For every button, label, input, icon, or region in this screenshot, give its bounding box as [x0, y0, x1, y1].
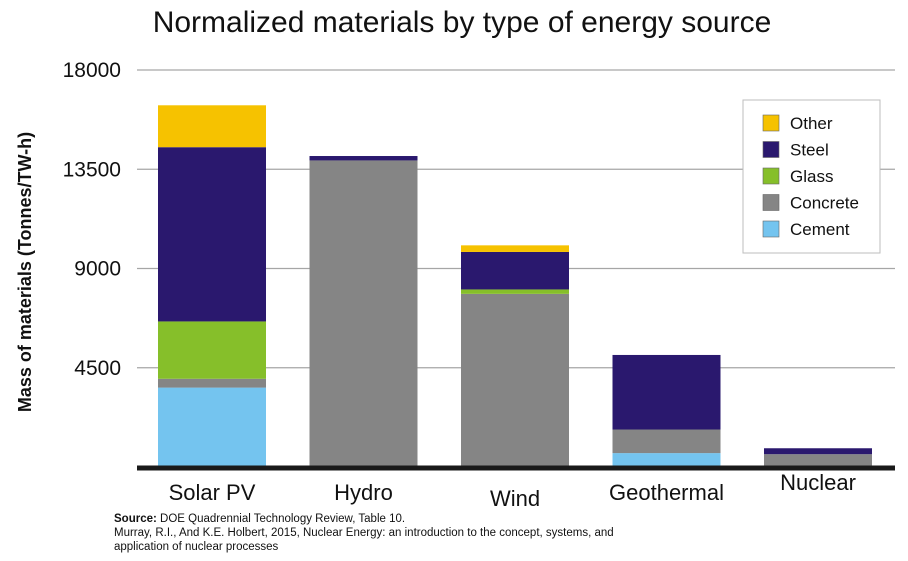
bar-segment-concrete: [309, 160, 418, 467]
source-line-2: Murray, R.I., And K.E. Holbert, 2015, Nu…: [114, 527, 614, 539]
source-line-3: application of nuclear processes: [114, 541, 279, 553]
bar-segment-cement: [612, 453, 721, 467]
bar-segment-steel: [764, 448, 872, 455]
y-tick-label: 4500: [74, 357, 121, 380]
legend-swatch: [762, 167, 780, 185]
bar-segment-other: [461, 245, 569, 252]
bar-segment-glass: [158, 321, 266, 379]
legend: Other Steel Glass Concrete Cement: [742, 99, 881, 254]
x-tick-label: Nuclear: [780, 470, 856, 495]
legend-swatch: [762, 194, 780, 211]
bar-segment-steel: [461, 251, 569, 290]
bar-group-hydro: [309, 156, 418, 467]
legend-label: Other: [790, 114, 833, 133]
chart-title: Normalized materials by type of energy s…: [153, 6, 772, 39]
bar-group-nuclear: [764, 448, 872, 467]
bar-segment-concrete: [461, 293, 569, 467]
bar-group-wind: [461, 245, 569, 467]
source-line-1: Source: DOE Quadrennial Technology Revie…: [114, 512, 405, 526]
bar-segment-steel: [309, 156, 418, 161]
source-label: Source:: [114, 513, 157, 525]
legend-label: Concrete: [790, 194, 859, 213]
y-tick-label: 13500: [63, 158, 121, 181]
x-tick-label: Hydro: [334, 480, 393, 505]
x-tick-label: Geothermal: [609, 480, 724, 505]
y-axis-label: Mass of materials (Tonnes/TW-h): [15, 132, 35, 412]
legend-swatch: [762, 114, 780, 132]
bar-group-geothermal: [612, 354, 721, 467]
legend-label: Steel: [790, 141, 829, 160]
bar-group-solar-pv: [158, 105, 266, 467]
legend-swatch: [762, 141, 780, 158]
legend-item-glass: Glass: [762, 167, 833, 186]
source-text: DOE Quadrennial Technology Review, Table…: [156, 513, 406, 525]
legend-item-steel: Steel: [762, 141, 829, 160]
bar-segment-cement: [158, 387, 266, 467]
x-tick-label: Solar PV: [169, 480, 256, 505]
bar-segment-steel: [612, 354, 721, 430]
legend-item-concrete: Concrete: [762, 194, 859, 213]
x-tick-label: Wind: [490, 486, 540, 511]
bar-segment-other: [158, 105, 266, 148]
legend-label: Cement: [790, 220, 850, 239]
legend-label: Glass: [790, 167, 833, 186]
y-tick-label: 18000: [63, 59, 121, 82]
bar-segment-steel: [158, 147, 266, 322]
bar-segment-concrete: [612, 429, 721, 454]
bar-segment-concrete: [158, 378, 266, 388]
bar-segment-concrete: [764, 454, 872, 467]
legend-swatch: [762, 220, 780, 238]
legend-item-cement: Cement: [762, 220, 850, 239]
y-tick-label: 9000: [74, 258, 121, 281]
bar-segment-glass: [461, 289, 569, 294]
legend-item-other: Other: [762, 114, 833, 133]
